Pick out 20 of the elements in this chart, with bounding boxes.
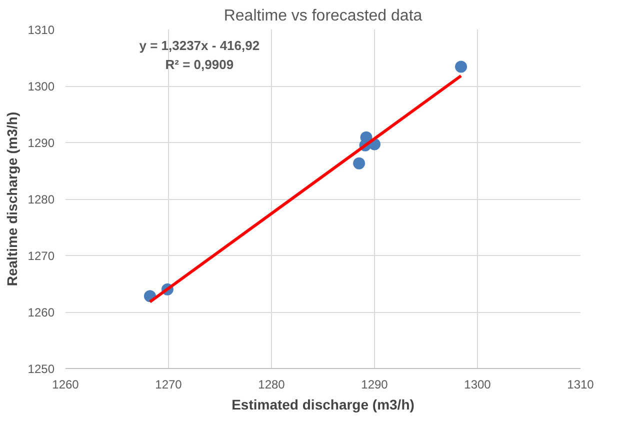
x-tick-label: 1260 [52, 378, 80, 392]
y-tick-label: 1310 [28, 23, 55, 37]
y-tick-label: 1250 [28, 362, 55, 376]
x-tick-label: 1300 [464, 378, 492, 392]
y-tick-label: 1300 [28, 80, 55, 94]
x-tick-label: 1270 [155, 378, 182, 392]
annotation: y = 1,3237x - 416,92 [139, 38, 260, 54]
point [353, 157, 366, 170]
point [455, 60, 468, 73]
x-tick-label: 1290 [361, 378, 388, 392]
y-tick-label: 1280 [28, 192, 55, 206]
y-tick-label: 1290 [28, 136, 55, 150]
chart-title: Realtime vs forecasted data [224, 8, 422, 24]
x-tick-label: 1280 [258, 378, 286, 392]
x-axis-title: Estimated discharge (m3/h) [232, 396, 414, 412]
x-tick-label: 1310 [567, 378, 594, 392]
y-tick-label: 1260 [28, 306, 55, 320]
y-tick-label: 1270 [28, 249, 55, 263]
annotation: R² = 0,9909 [165, 56, 234, 72]
y-axis-title: Realtime discharge (m3/h) [4, 112, 20, 286]
